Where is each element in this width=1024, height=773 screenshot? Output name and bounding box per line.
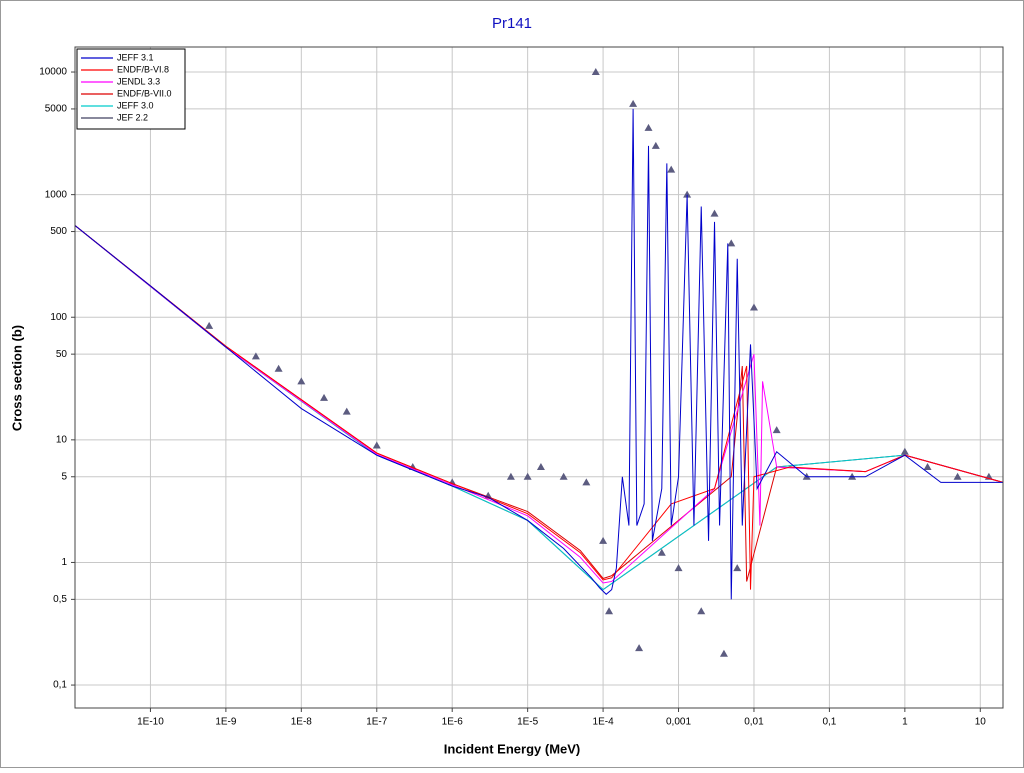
data-point bbox=[923, 463, 932, 471]
plot-border bbox=[74, 46, 1004, 709]
data-point bbox=[683, 190, 692, 198]
data-point bbox=[710, 209, 719, 217]
chart-title: Pr141 bbox=[492, 15, 532, 32]
legend-label: ENDF/B-VI.8 bbox=[117, 64, 169, 74]
y-tick-label: 1 bbox=[61, 557, 67, 568]
y-tick-label: 1000 bbox=[45, 189, 68, 200]
x-tick-label: 0,1 bbox=[822, 717, 836, 728]
data-point bbox=[727, 239, 736, 247]
legend-label: JEFF 3.1 bbox=[117, 52, 154, 62]
legend-label: ENDF/B-VII.0 bbox=[117, 88, 172, 98]
y-tick-label: 5000 bbox=[45, 104, 68, 115]
data-point bbox=[591, 68, 600, 76]
data-point bbox=[342, 407, 351, 415]
data-point bbox=[953, 472, 962, 480]
data-point bbox=[582, 478, 591, 486]
legend-box bbox=[76, 48, 186, 130]
data-point bbox=[536, 463, 545, 471]
data-point bbox=[657, 548, 666, 556]
data-point bbox=[651, 141, 660, 149]
x-tick-label: 1 bbox=[902, 717, 908, 728]
x-tick-label: 10 bbox=[975, 717, 987, 728]
plot bbox=[74, 68, 1004, 657]
legend-label: JEF 2.2 bbox=[117, 112, 148, 122]
data-point bbox=[320, 393, 329, 401]
y-axis-label: Cross section (b) bbox=[9, 325, 24, 431]
x-tick-label: 1E-4 bbox=[593, 717, 615, 728]
data-point bbox=[674, 564, 683, 572]
x-tick-label: 1E-5 bbox=[517, 717, 539, 728]
data-point bbox=[251, 352, 260, 360]
x-tick-label: 1E-9 bbox=[215, 717, 237, 728]
legend: JEFF 3.1 ENDF/B-VI.8 JENDL 3.3 ENDF/B-VII.0… bbox=[76, 48, 186, 130]
data-point bbox=[297, 377, 306, 385]
grid: 1E-10 1E-9 1E-8 1E-7 1E-6 1E-5 1E-4 0,001 0,01 0,… bbox=[39, 47, 1003, 728]
data-point bbox=[629, 99, 638, 107]
data-point bbox=[772, 426, 781, 434]
data-point bbox=[900, 447, 909, 455]
data-point bbox=[599, 536, 608, 544]
data-point bbox=[719, 649, 728, 657]
data-point bbox=[667, 165, 676, 173]
y-tick-label: 500 bbox=[50, 226, 67, 237]
legend-label: JENDL 3.3 bbox=[117, 76, 160, 86]
y-tick-label: 100 bbox=[50, 312, 67, 323]
data-point bbox=[733, 564, 742, 572]
data-point bbox=[372, 441, 381, 449]
data-point bbox=[644, 123, 653, 131]
y-tick-label: 5 bbox=[61, 471, 67, 482]
x-tick-label: 0,001 bbox=[666, 717, 691, 728]
x-axis-label: Incident Energy (MeV) bbox=[444, 741, 581, 756]
y-tick-label: 0,1 bbox=[53, 680, 67, 691]
data-point bbox=[697, 607, 706, 615]
x-tick-label: 1E-6 bbox=[442, 717, 464, 728]
data-point bbox=[523, 472, 532, 480]
x-tick-label: 1E-10 bbox=[137, 717, 164, 728]
data-point bbox=[749, 303, 758, 311]
data-point bbox=[506, 472, 515, 480]
series-line bbox=[74, 108, 1003, 600]
x-tick-label: 1E-7 bbox=[366, 717, 388, 728]
x-tick-label: 1E-8 bbox=[291, 717, 313, 728]
legend-label: JEFF 3.0 bbox=[117, 100, 154, 110]
data-point bbox=[635, 644, 644, 652]
y-tick-label: 0,5 bbox=[53, 594, 67, 605]
y-tick-label: 10 bbox=[56, 434, 68, 445]
y-tick-label: 10000 bbox=[39, 67, 67, 78]
data-point bbox=[274, 364, 283, 372]
x-tick-label: 0,01 bbox=[744, 717, 764, 728]
data-point bbox=[559, 472, 568, 480]
y-tick-label: 50 bbox=[56, 349, 68, 360]
data-point bbox=[205, 321, 214, 329]
data-point bbox=[605, 607, 614, 615]
